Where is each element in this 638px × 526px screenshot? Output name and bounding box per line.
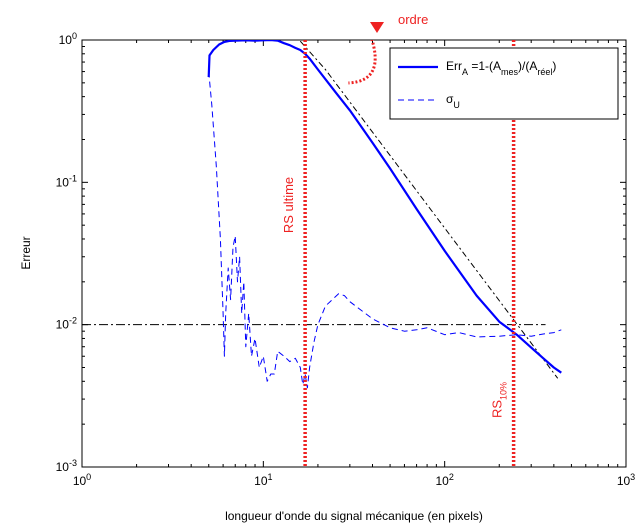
legend-label-sigmaU: σU xyxy=(446,92,460,110)
y-tick-label: 10-2 xyxy=(56,316,77,332)
x-tick-labels: 100 101 102 103 xyxy=(73,472,635,488)
series-sigmaU xyxy=(208,71,562,389)
annotation-lines xyxy=(303,40,516,467)
y-tick-label: 10-1 xyxy=(56,173,77,189)
legend-errA-part-3: mes xyxy=(501,67,519,77)
legend: ErrA =1-(Ames)/(Aréel) σU xyxy=(389,47,619,120)
rs-ultime-label: RS ultime xyxy=(281,177,296,233)
legend-errA-part-1: A xyxy=(462,67,468,77)
series-errA xyxy=(207,40,562,374)
ordre-curve xyxy=(348,40,377,85)
x-tick-label: 100 xyxy=(73,472,91,488)
axis-ticks xyxy=(81,39,627,468)
y-axis-label: Erreur xyxy=(19,236,33,269)
legend-errA-part-2: =1-(A xyxy=(468,59,501,73)
slope-reference-line xyxy=(299,40,559,379)
series-layer xyxy=(207,40,562,389)
y-tick-label: 100 xyxy=(59,31,77,47)
y-tick-label: 10-3 xyxy=(56,458,77,474)
rs-10-label-sub: 10% xyxy=(499,382,509,400)
reference-lines xyxy=(82,40,559,379)
x-tick-label: 103 xyxy=(617,472,635,488)
x-axis-label: longueur d'onde du signal mécanique (en … xyxy=(225,509,483,523)
y-tick-labels: 10-3 10-2 10-1 100 xyxy=(56,31,77,474)
ordre-arrow-head xyxy=(370,22,384,33)
ordre-label: ordre xyxy=(398,12,428,27)
legend-sigmaU-part-0: σ xyxy=(446,92,454,106)
rs-10-label-main: RS xyxy=(490,400,505,418)
legend-sigmaU-part-1: U xyxy=(453,100,460,110)
x-tick-label: 101 xyxy=(254,472,272,488)
legend-errA-part-6: ) xyxy=(552,59,556,73)
legend-errA-part-0: Err xyxy=(446,59,462,73)
legend-label-errA: ErrA =1-(Ames)/(Aréel) xyxy=(446,59,556,77)
legend-box xyxy=(389,47,619,120)
legend-errA-part-4: )/(A xyxy=(518,59,537,73)
legend-errA-part-5: réel xyxy=(537,67,552,77)
rs-10-label: RS10% xyxy=(490,382,509,418)
x-tick-label: 102 xyxy=(435,472,453,488)
